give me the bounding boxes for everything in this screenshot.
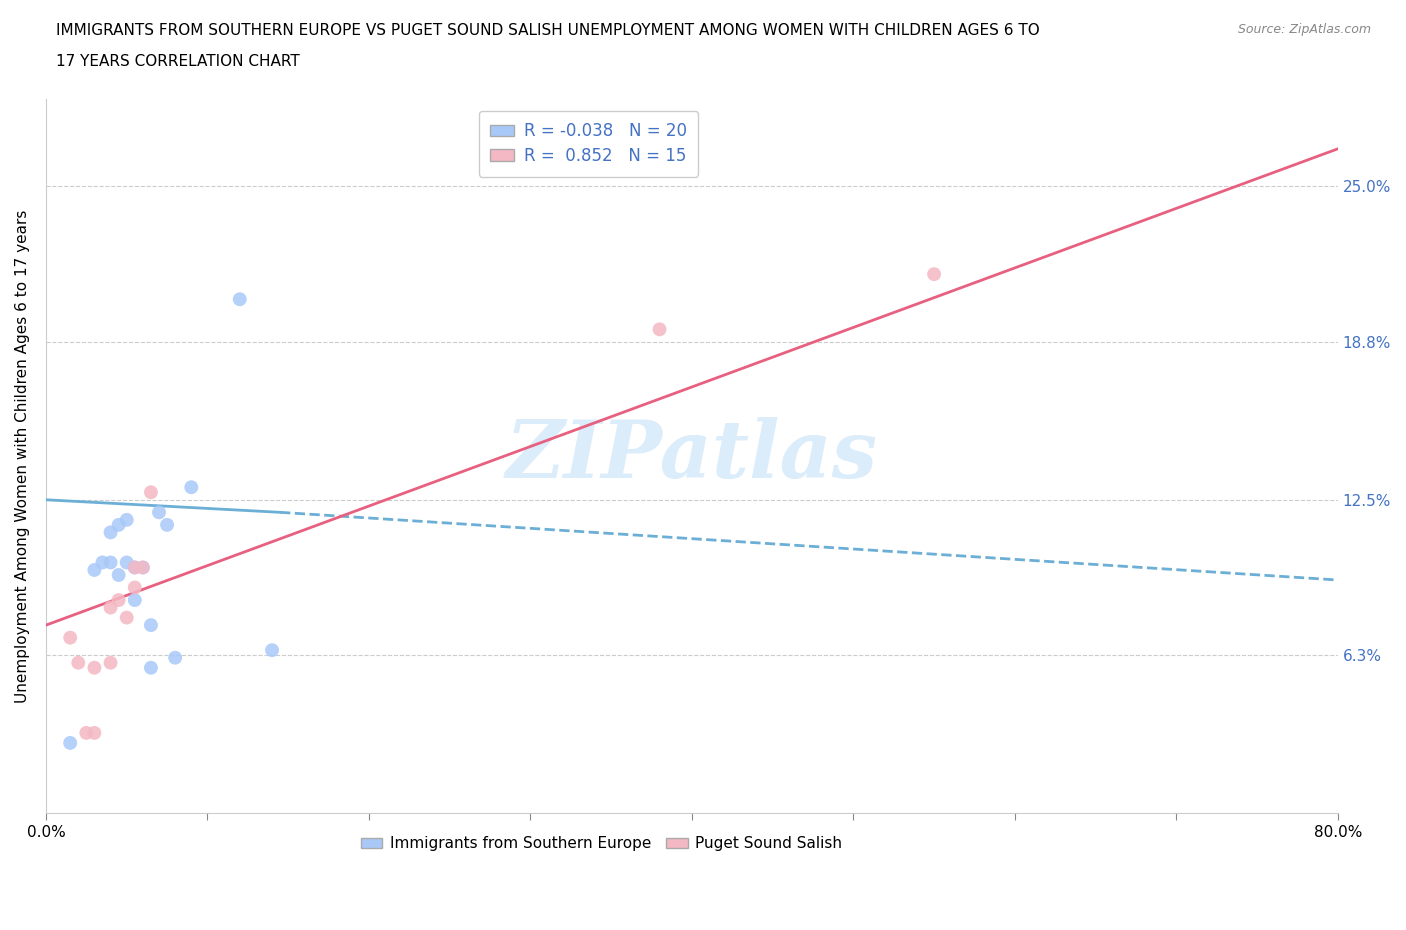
Point [107, 592, 129, 607]
Point [139, 660, 162, 675]
Point [59, 631, 82, 645]
Point [91, 555, 114, 570]
Text: ZIPatlas: ZIPatlas [506, 418, 877, 495]
Point [139, 618, 162, 632]
Point [124, 560, 146, 575]
Point [59, 736, 82, 751]
Point [922, 267, 945, 282]
Point [124, 580, 146, 595]
Point [124, 560, 146, 575]
Text: IMMIGRANTS FROM SOUTHERN EUROPE VS PUGET SOUND SALISH UNEMPLOYMENT AMONG WOMEN W: IMMIGRANTS FROM SOUTHERN EUROPE VS PUGET… [56, 23, 1040, 38]
Point [107, 567, 129, 582]
Point [165, 650, 187, 665]
Point [67, 656, 90, 671]
Point [132, 560, 155, 575]
Y-axis label: Unemployment Among Women with Children Ages 6 to 17 years: Unemployment Among Women with Children A… [15, 209, 30, 702]
Point [115, 610, 138, 625]
Point [139, 485, 162, 499]
Point [132, 560, 155, 575]
Point [100, 525, 122, 539]
Point [229, 292, 252, 307]
Point [148, 505, 170, 520]
Point [100, 555, 122, 570]
Point [115, 512, 138, 527]
Point [83, 725, 105, 740]
Point [83, 563, 105, 578]
Point [180, 480, 202, 495]
Point [100, 600, 122, 615]
Legend: Immigrants from Southern Europe, Puget Sound Salish: Immigrants from Southern Europe, Puget S… [353, 829, 851, 859]
Point [260, 643, 283, 658]
Point [83, 660, 105, 675]
Point [107, 517, 129, 532]
Point [75, 725, 97, 740]
Text: 17 YEARS CORRELATION CHART: 17 YEARS CORRELATION CHART [56, 54, 299, 69]
Point [156, 517, 179, 532]
Point [115, 555, 138, 570]
Point [124, 592, 146, 607]
Point [100, 656, 122, 671]
Text: Source: ZipAtlas.com: Source: ZipAtlas.com [1237, 23, 1371, 36]
Point [648, 322, 671, 337]
